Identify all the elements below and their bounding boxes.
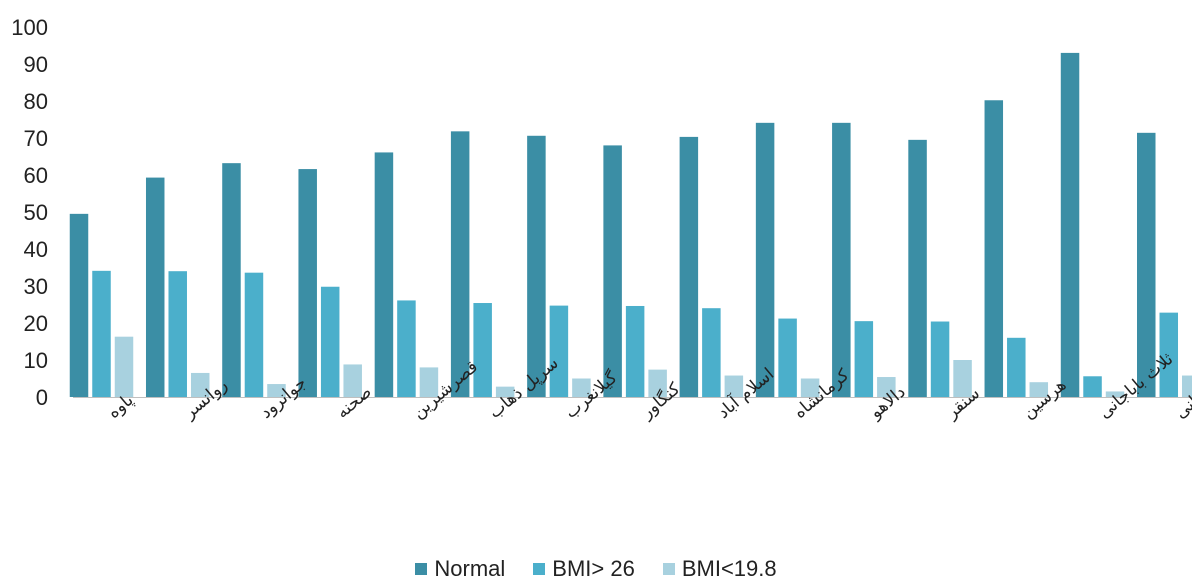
y-tick-label: 70	[24, 126, 48, 151]
bars	[69, 52, 1192, 398]
y-tick-label: 40	[24, 237, 48, 262]
bar-bmi-over-26	[92, 270, 111, 397]
bar-bmi-under-19-8	[114, 336, 134, 397]
bar-bmi-over-26	[397, 300, 416, 397]
bar-normal	[1137, 132, 1156, 397]
y-tick-label: 90	[24, 52, 48, 77]
y-tick-label: 0	[36, 385, 48, 410]
y-tick-label: 30	[24, 274, 48, 299]
legend-swatch-bmi-under-19-8	[662, 563, 675, 575]
bar-chart: 0 10 20 30 40 50 60 70 80 90 100 پاوه روانسر جوانرود…	[11, 15, 1192, 424]
legend-item-bmi-under-19-8: BMI<19.8	[662, 556, 777, 582]
bar-normal	[603, 145, 622, 397]
bar-normal	[679, 136, 699, 397]
bar-bmi-under-19-8	[190, 372, 210, 397]
bar-bmi-over-26	[320, 286, 340, 397]
bar-bmi-over-26	[778, 318, 797, 397]
bar-normal	[69, 213, 89, 397]
bar-bmi-under-19-8	[1105, 391, 1125, 397]
y-tick-label: 80	[24, 89, 48, 114]
y-tick-label: 100	[11, 15, 48, 40]
bar-bmi-over-26	[244, 272, 264, 397]
bar-bmi-under-19-8	[800, 378, 820, 397]
bar-bmi-under-19-8	[572, 378, 591, 397]
bar-normal	[222, 163, 241, 397]
bar-bmi-over-26	[549, 305, 569, 397]
bar-normal	[450, 131, 470, 397]
bar-normal	[832, 122, 851, 397]
bar-bmi-under-19-8	[419, 367, 439, 397]
bar-bmi-over-26	[1159, 312, 1179, 397]
bar-bmi-under-19-8	[877, 377, 896, 397]
bar-normal	[908, 139, 927, 397]
bar-bmi-under-19-8	[648, 369, 667, 397]
legend-label-normal: Normal	[434, 556, 506, 581]
y-tick-label: 20	[24, 311, 48, 336]
y-tick-label: 50	[24, 200, 48, 225]
bar-bmi-under-19-8	[343, 364, 362, 397]
bar-normal	[145, 177, 165, 397]
bar-bmi-under-19-8	[1029, 382, 1049, 397]
x-tick-label: هرسین	[1019, 375, 1071, 423]
bar-bmi-under-19-8	[724, 375, 744, 397]
bar-bmi-over-26	[930, 321, 950, 397]
legend-label-bmi-under-19-8: BMI<19.8	[681, 556, 777, 581]
bar-normal	[755, 122, 775, 397]
bar-bmi-under-19-8	[495, 386, 515, 397]
legend-item-bmi-over-26: BMI> 26	[533, 556, 635, 582]
legend-swatch-normal	[415, 563, 428, 575]
bar-normal	[298, 169, 317, 397]
bar-bmi-over-26	[854, 321, 874, 397]
bar-normal	[374, 152, 394, 397]
bar-bmi-over-26	[1007, 337, 1026, 397]
bar-bmi-under-19-8	[953, 360, 972, 397]
legend-label-bmi-over-26: BMI> 26	[552, 556, 635, 581]
bar-bmi-over-26	[702, 308, 721, 397]
bar-bmi-over-26	[168, 271, 187, 397]
y-tick-label: 60	[24, 163, 48, 188]
x-axis-labels: پاوه روانسر جوانرود صحنه قصرشیرین سرپل ذهابگی…	[104, 339, 1192, 424]
bar-bmi-under-19-8	[1182, 375, 1192, 397]
y-axis-ticks: 0 10 20 30 40 50 60 70 80 90 100	[11, 15, 48, 410]
bar-bmi-over-26	[473, 303, 492, 397]
bar-normal	[984, 100, 1004, 397]
bar-bmi-under-19-8	[267, 384, 286, 397]
bar-bmi-over-26	[625, 305, 645, 397]
legend-swatch-bmi-over-26	[533, 563, 546, 575]
y-tick-label: 10	[24, 348, 48, 373]
bar-normal	[1060, 52, 1080, 398]
bar-bmi-over-26	[1083, 376, 1102, 397]
legend-item-normal: Normal	[415, 556, 505, 582]
legend: Normal BMI> 26 BMI<19.8	[0, 556, 1192, 582]
bar-normal	[527, 135, 546, 397]
